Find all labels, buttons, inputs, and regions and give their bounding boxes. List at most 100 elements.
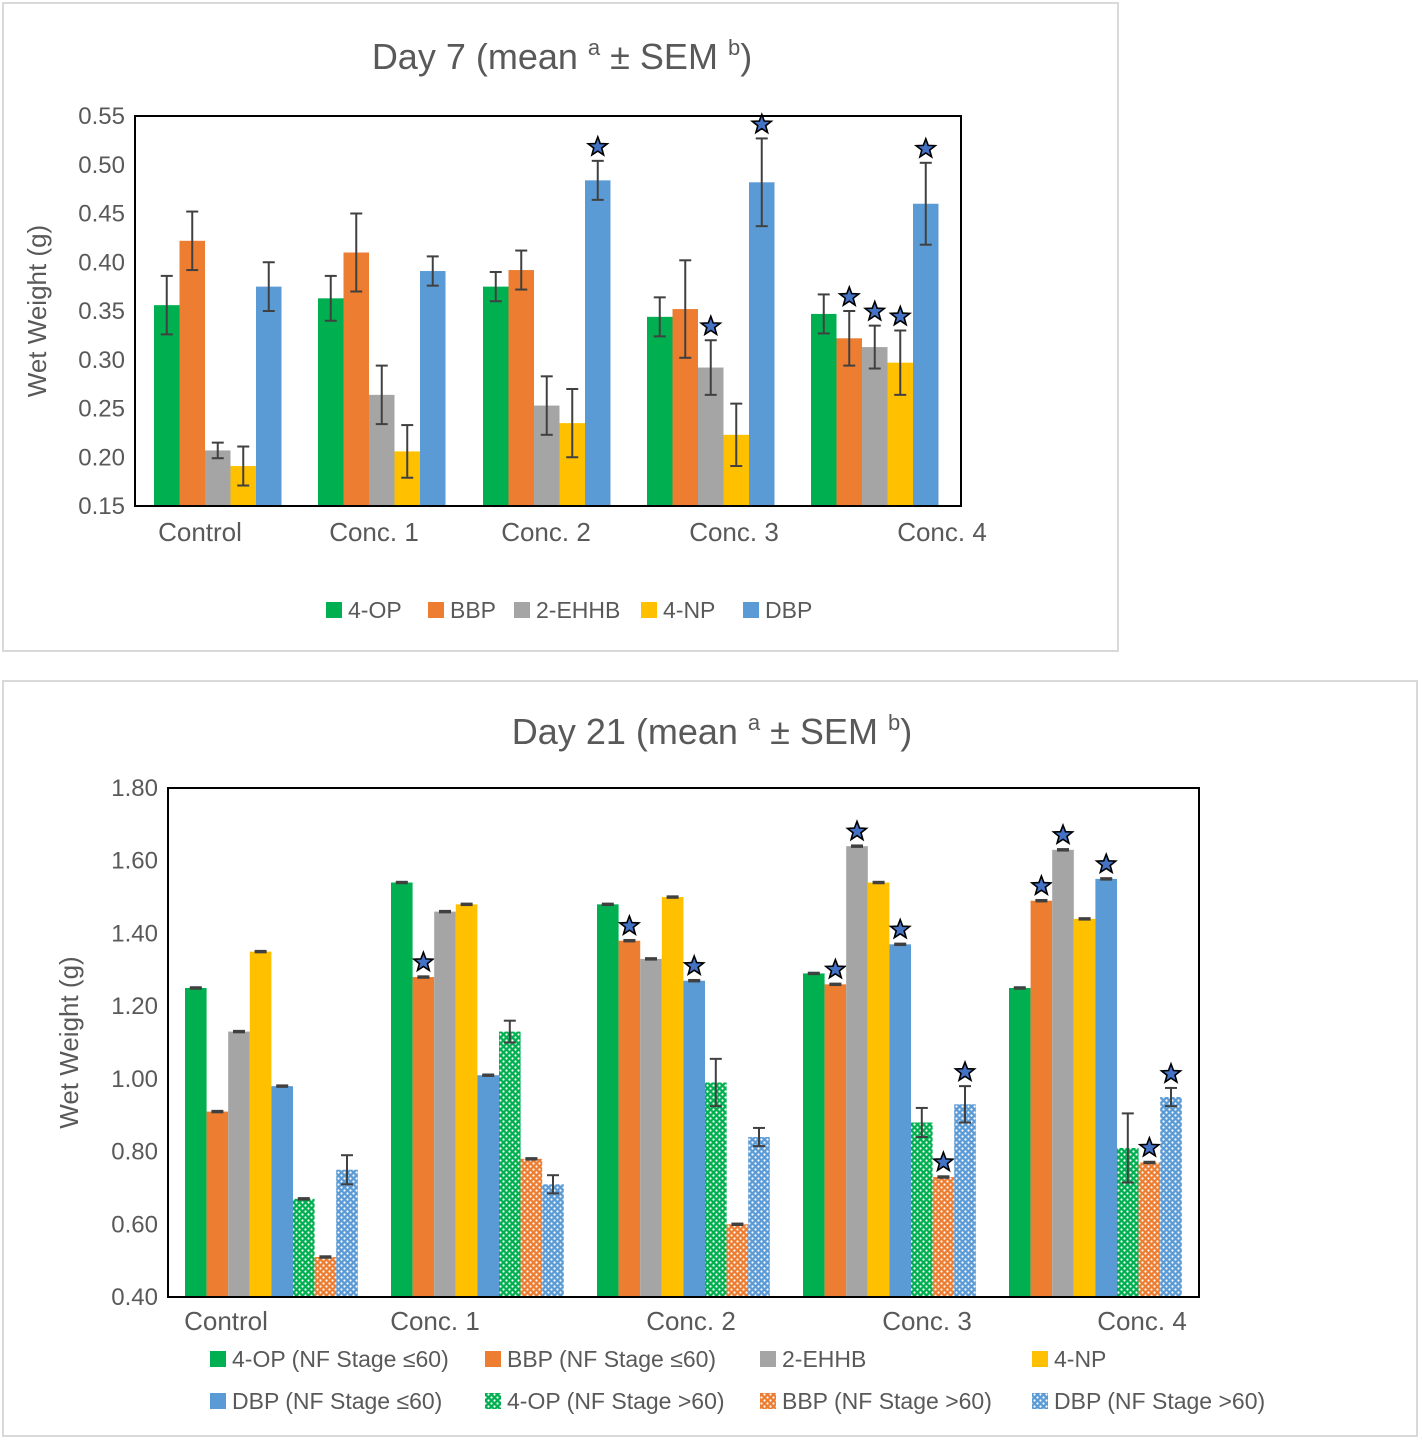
legend-swatch	[514, 602, 530, 618]
error-bar	[297, 1197, 310, 1201]
error-bar	[591, 159, 604, 201]
bar-4-op-conc-2	[483, 286, 509, 506]
day21-chart-panel: Day 21 (mean a ± SEM b) 0.40 0.60 0.80 1.00 1…	[2, 680, 1418, 1437]
error-bar	[350, 212, 363, 293]
significance-star-icon	[682, 953, 706, 976]
bar-bbp-nf-stage-60-control	[206, 1111, 229, 1297]
bar-4-op-nf-stage-60-conc-2	[597, 904, 619, 1297]
bar-bbp-conc-2	[508, 270, 534, 506]
bar-dbp-nf-stage-60-conc-3	[954, 1104, 976, 1297]
error-bar	[807, 971, 820, 976]
x-category-label: Conc. 1	[390, 1306, 480, 1336]
bar-dbp-conc-2	[585, 180, 611, 506]
x-category-label: Control	[184, 1306, 268, 1336]
significance-star-icon	[617, 913, 642, 936]
error-bar	[211, 1109, 224, 1114]
bar-4-np-conc-1	[455, 904, 478, 1297]
y-tick-label: 0.80	[111, 1139, 158, 1166]
error-bar	[262, 261, 275, 312]
bar-2-ehhb-conc-4	[862, 347, 888, 506]
bar-bbp-control	[179, 240, 205, 507]
error-bar	[653, 296, 666, 338]
legend-entry-2-ehhb: 2-EHHB	[536, 597, 620, 623]
bar-bbp-conc-1	[343, 252, 369, 506]
day7-chart: Day 7 (mean a ± SEM b) 0.15 0.20 0.25 0.30 0.…	[22, 35, 987, 623]
legend-entry-2-ehhb: 2-EHHB	[782, 1346, 866, 1372]
error-bar	[515, 249, 528, 291]
error-bar	[645, 957, 657, 961]
error-bar	[1078, 917, 1091, 921]
significance-star-icon	[750, 112, 774, 135]
significance-star-icon	[1094, 851, 1118, 875]
error-bar	[417, 975, 430, 979]
bar-4-op-control	[154, 305, 180, 506]
day21-chart: Day 21 (mean a ± SEM b) 0.40 0.60 0.80 1.00 1…	[54, 710, 1265, 1414]
legend-swatch	[1032, 1393, 1048, 1409]
y-tick-label: 0.25	[78, 396, 125, 423]
bar-2-ehhb-conc-4	[1052, 849, 1074, 1297]
bar-4-op-nf-stage-60-conc-1	[391, 882, 413, 1297]
legend-swatch	[760, 1351, 776, 1367]
bar-dbp-nf-stage-60-conc-4	[1095, 878, 1117, 1297]
significance-star-icon	[1029, 873, 1054, 896]
x-category-label: Conc. 2	[501, 517, 591, 547]
significance-star-icon	[888, 917, 912, 940]
bar-4-np-conc-2	[661, 897, 684, 1297]
bar-4-op-nf-stage-60-conc-1	[499, 1031, 521, 1297]
legend-entry-dbp-nf-stage-60: DBP (NF Stage >60)	[1054, 1388, 1265, 1414]
legend-swatch	[210, 1351, 226, 1367]
error-bar	[482, 1073, 495, 1077]
bar-dbp-nf-stage-60-conc-1	[542, 1184, 564, 1297]
error-bar	[1165, 1086, 1177, 1108]
error-bar	[937, 1175, 950, 1179]
x-category-label: Conc. 4	[897, 517, 987, 547]
error-bar	[439, 909, 451, 914]
legend-entry-dbp-nf-stage-60: DBP (NF Stage ≤60)	[232, 1388, 442, 1414]
bar-dbp-nf-stage-60-conc-2	[683, 980, 705, 1297]
significance-star-icon	[888, 304, 912, 327]
error-bar	[894, 329, 907, 396]
error-bar	[503, 1019, 516, 1044]
y-axis-label: Wet Weight (g)	[22, 225, 52, 397]
error-bar	[401, 424, 414, 479]
error-bar	[915, 1106, 928, 1139]
bar-bbp-nf-stage-60-conc-2	[726, 1224, 749, 1297]
error-bar	[1013, 986, 1026, 990]
legend-entry-4-np: 4-NP	[663, 597, 715, 623]
bar-2-ehhb-conc-2	[640, 958, 662, 1297]
legend-swatch	[743, 602, 759, 618]
legend-entry-4-np: 4-NP	[1054, 1346, 1106, 1372]
significance-star-icon	[1137, 1135, 1162, 1158]
bar-4-op-nf-stage-60-conc-4	[1117, 1147, 1139, 1297]
day7-chart-panel: Day 7 (mean a ± SEM b) 0.15 0.20 0.25 0.30 0.…	[2, 2, 1119, 652]
y-tick-label: 1.80	[111, 775, 158, 802]
error-bar	[709, 1057, 722, 1108]
y-tick-label: 0.20	[78, 444, 125, 471]
error-bar	[817, 293, 830, 335]
legend-entry-4-op: 4-OP	[348, 597, 402, 623]
error-bar	[1057, 848, 1069, 852]
significance-star-icon	[837, 284, 861, 307]
error-bar	[319, 1255, 332, 1259]
y-axis-label: Wet Weight (g)	[54, 956, 84, 1128]
y-tick-label: 0.50	[78, 152, 125, 179]
error-bar	[324, 274, 337, 322]
error-bar	[540, 375, 553, 436]
plot-area	[134, 115, 962, 507]
bar-4-op-nf-stage-60-conc-4	[1009, 987, 1031, 1297]
y-tick-label: 1.20	[111, 993, 158, 1020]
error-bar	[666, 895, 679, 899]
bar-4-op-nf-stage-60-control	[185, 987, 207, 1297]
error-bar	[160, 274, 173, 336]
error-bar	[189, 986, 202, 990]
legend-entry-dbp: DBP	[765, 597, 812, 623]
y-tick-label: 0.40	[78, 249, 125, 276]
bar-dbp-nf-stage-60-conc-2	[748, 1137, 770, 1297]
bar-2-ehhb-control	[205, 450, 231, 506]
bar-dbp-nf-stage-60-conc-4	[1160, 1097, 1182, 1297]
error-bar	[426, 255, 439, 287]
y-tick-label: 1.40	[111, 920, 158, 947]
y-tick-label: 0.55	[78, 103, 125, 130]
error-bar	[688, 978, 701, 983]
significance-star-icon	[698, 314, 723, 337]
